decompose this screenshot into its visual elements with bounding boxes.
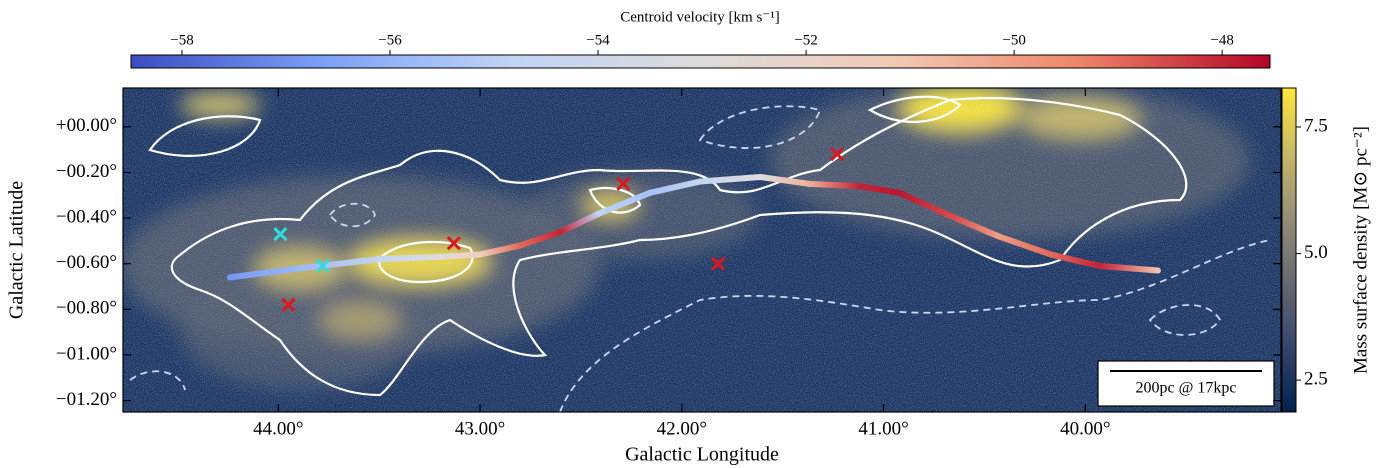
marker [315, 258, 330, 274]
y-tick-label: −00.60° [56, 252, 117, 273]
marker [830, 147, 845, 162]
y-tick-label: −01.20° [56, 389, 117, 410]
scale-bar: 200pc @ 17kpc [1097, 360, 1275, 407]
marker [616, 176, 631, 191]
colorbar-tick-label: −54 [586, 32, 610, 48]
marker [273, 226, 288, 242]
marker [446, 236, 461, 251]
contours [148, 95, 1188, 397]
x-tick-label: 42.00° [657, 418, 707, 439]
filament-segment [517, 228, 564, 249]
filament-segment [226, 265, 304, 281]
y-axis-label: Galactic Latitude [6, 181, 28, 319]
y-tick-label: −00.40° [56, 206, 117, 227]
filament-segment [1096, 262, 1161, 274]
filament-segment [436, 251, 484, 260]
filament-segment [947, 212, 1002, 240]
x-tick-label: 44.00° [253, 418, 303, 439]
scale-bar-box [1097, 360, 1275, 407]
x-tick-label: 40.00° [1060, 418, 1110, 439]
marker [711, 256, 726, 271]
filament-segment [376, 253, 443, 263]
colorbar-tick-label: −48 [1210, 32, 1233, 48]
filament-segment [596, 189, 653, 217]
scale-bar-label: 200pc @ 17kpc [1136, 380, 1237, 397]
marker [281, 297, 296, 312]
filament-segment [896, 189, 954, 219]
markers [273, 147, 845, 312]
neg-contours [129, 105, 1271, 412]
filament-segment [757, 173, 812, 187]
x-axis-label: Galactic Longitude [625, 444, 779, 466]
filament-segment [297, 256, 383, 272]
filament-segment [856, 183, 903, 196]
axes-frame [122, 87, 1282, 413]
colorbar-title: Centroid velocity [km s⁻¹] [620, 9, 779, 25]
filament-segment [646, 178, 703, 196]
map-image [123, 88, 1281, 412]
y-tick-label: −00.80° [56, 298, 117, 319]
y-tick-label: +00.00° [56, 115, 117, 136]
colorbar-label: Mass surface density [M⊙ pc⁻²] [1350, 126, 1371, 374]
filament-segment [1048, 251, 1103, 269]
filament-segment [477, 242, 524, 258]
colorbar-tick-label: 7.5 [1304, 115, 1328, 136]
y-tick-label: −01.00° [56, 343, 117, 364]
x-tick-label: 43.00° [455, 418, 505, 439]
colorbar-density [1281, 87, 1297, 413]
colorbar-tick-label: −52 [794, 32, 817, 48]
colorbar-tick-label: 2.5 [1304, 368, 1328, 389]
filament-segment [696, 173, 764, 185]
filament-segment [557, 210, 603, 235]
y-tick-label: −00.20° [56, 161, 117, 182]
filament-segment [805, 180, 863, 190]
colorbar-tick-label: −58 [170, 32, 193, 48]
filament-segment [995, 233, 1055, 258]
colorbar-tick-label: −50 [1002, 32, 1025, 48]
filament [226, 173, 1161, 281]
x-tick-label: 41.00° [858, 418, 908, 439]
colorbar-tick-label: −56 [378, 32, 402, 48]
colorbar-velocity [130, 54, 1271, 69]
colorbar-tick-label: 5.0 [1304, 242, 1328, 263]
